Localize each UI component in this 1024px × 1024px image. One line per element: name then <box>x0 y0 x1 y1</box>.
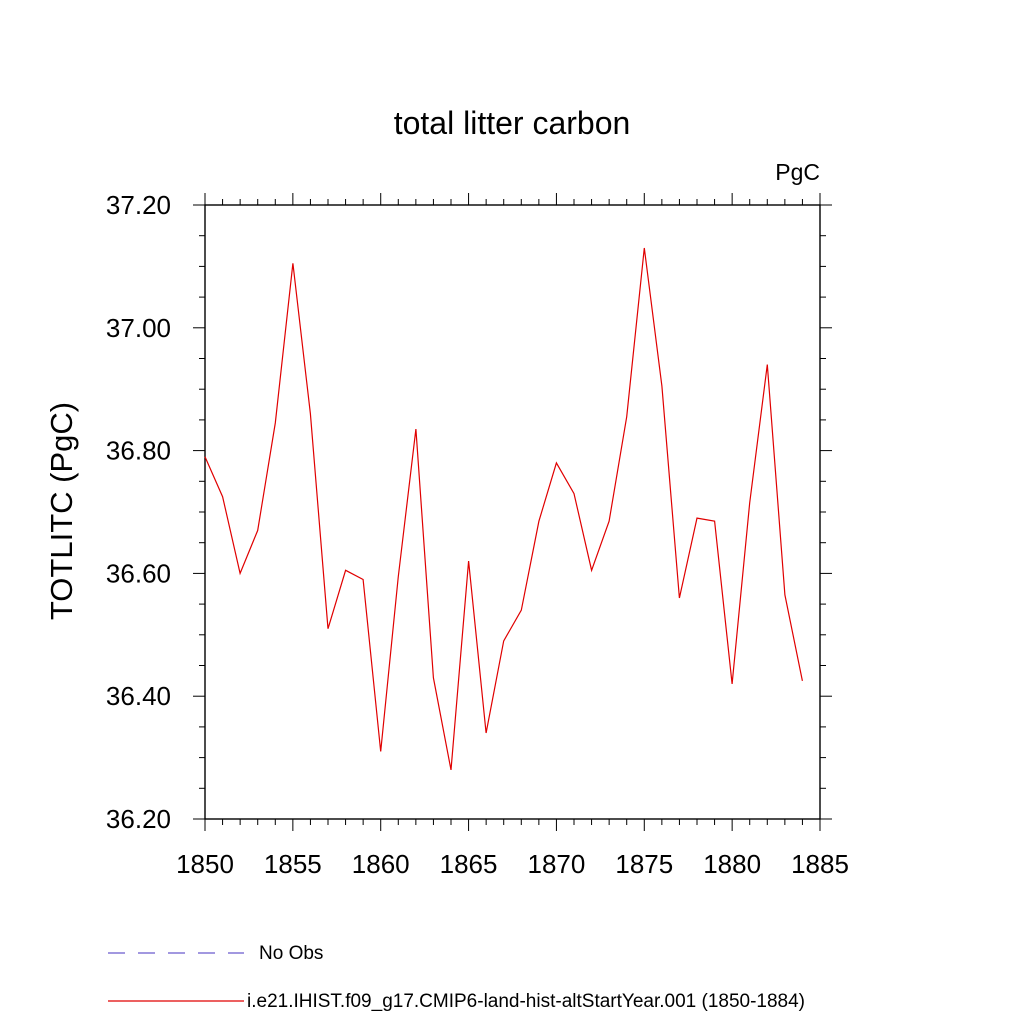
x-tick-label: 1865 <box>440 849 498 879</box>
y-tick-label: 36.20 <box>106 804 171 834</box>
y-tick-label: 36.60 <box>106 558 171 588</box>
legend-label-model: i.e21.IHIST.f09_g17.CMIP6-land-hist-altS… <box>247 991 805 1012</box>
x-tick-label: 1870 <box>528 849 586 879</box>
units-label: PgC <box>775 159 820 185</box>
x-tick-label: 1875 <box>615 849 673 879</box>
y-tick-label: 36.80 <box>106 436 171 466</box>
x-tick-label: 1880 <box>703 849 761 879</box>
y-tick-label: 36.40 <box>106 681 171 711</box>
legend: No Obs i.e21.IHIST.f09_g17.CMIP6-land-hi… <box>108 943 805 1012</box>
series-line <box>204 247 803 771</box>
y-tick-label: 37.00 <box>106 313 171 343</box>
y-axis-label: TOTLITC (PgC) <box>44 402 79 620</box>
chart-title: total litter carbon <box>394 105 631 141</box>
legend-label-no-obs: No Obs <box>259 943 323 964</box>
x-tick-label: 1850 <box>176 849 234 879</box>
x-tick-label: 1855 <box>264 849 322 879</box>
y-tick-label: 37.20 <box>106 190 171 220</box>
x-tick-label: 1860 <box>352 849 410 879</box>
x-tick-label: 1885 <box>791 849 849 879</box>
axis-ticks <box>193 193 832 831</box>
tick-labels: 1850 1855 1860 1865 1870 1875 1880 1885 36.20 36.… <box>106 190 849 879</box>
plot-frame <box>204 204 821 820</box>
